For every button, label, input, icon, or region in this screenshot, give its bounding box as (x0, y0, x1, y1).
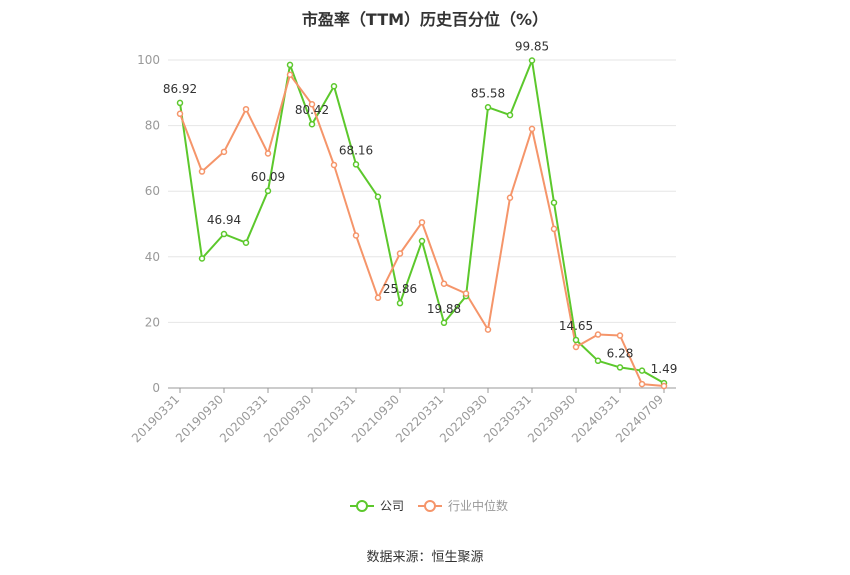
data-point (374, 294, 382, 302)
data-point (264, 187, 272, 195)
x-tick-label: 20240709 (613, 392, 666, 445)
source-note: 数据来源：恒生聚源 (366, 550, 484, 565)
data-point (638, 367, 646, 374)
series-line-1 (179, 73, 665, 387)
data-point (352, 232, 360, 239)
data-point (264, 150, 272, 157)
y-tick-label: 40 (145, 250, 160, 264)
data-label: 99.85 (515, 39, 549, 53)
data-point (198, 255, 206, 262)
data-point (242, 239, 250, 246)
chart-title: 市盈率（TTM）历史百分位（%） (301, 10, 549, 29)
data-point (418, 237, 426, 245)
data-point (638, 380, 646, 388)
data-label: 6.28 (607, 346, 634, 360)
data-point (396, 299, 404, 307)
data-point (330, 161, 338, 169)
data-label: 85.58 (471, 86, 505, 100)
data-point (616, 364, 624, 371)
legend-label: 公司 (380, 499, 404, 513)
data-point (484, 104, 492, 111)
data-point (440, 319, 448, 327)
data-point (308, 101, 316, 108)
data-point (572, 336, 580, 344)
legend[interactable]: 公司 行业中位数 (350, 498, 508, 513)
data-point (440, 280, 448, 287)
data-point (176, 99, 184, 107)
grid-layer (168, 59, 676, 323)
y-tick-label: 60 (145, 184, 160, 198)
data-point (506, 194, 514, 202)
series-layer (176, 57, 668, 390)
data-label: 25.86 (383, 282, 417, 296)
data-point (506, 111, 514, 119)
data-point (594, 357, 602, 365)
data-point (418, 219, 426, 226)
data-label: 14.65 (559, 319, 593, 333)
data-label: 1.49 (651, 362, 678, 376)
label-layer: 86.92 46.94 60.09 80.42 68.16 25.86 19.88 85.58… (163, 39, 678, 376)
y-tick-label: 80 (145, 119, 160, 133)
data-point (242, 105, 250, 113)
data-point (330, 82, 338, 90)
y-tick-label: 0 (152, 381, 160, 395)
data-point (286, 61, 294, 69)
data-label: 60.09 (251, 170, 285, 184)
data-point (550, 225, 558, 233)
data-label: 46.94 (207, 213, 241, 227)
data-point (550, 199, 558, 206)
data-point (374, 193, 382, 201)
data-label: 86.92 (163, 82, 197, 96)
legend-item[interactable]: 公司 (350, 499, 404, 513)
legend-item[interactable]: 行业中位数 (418, 498, 508, 513)
data-point (176, 110, 184, 118)
data-label: 80.42 (295, 103, 329, 117)
data-point (198, 168, 206, 175)
y-tick-label: 100 (137, 53, 160, 67)
data-point (462, 290, 470, 297)
data-point (308, 120, 316, 128)
data-point (616, 332, 624, 339)
data-point (528, 125, 536, 133)
data-point (594, 331, 602, 338)
data-point (220, 148, 228, 156)
data-label: 68.16 (339, 143, 373, 157)
data-point (396, 250, 404, 257)
legend-marker (356, 500, 368, 512)
data-point (220, 230, 228, 238)
data-point (528, 57, 536, 64)
data-point (352, 161, 360, 168)
line-chart: 0204060801002019033120190930202003312020… (129, 39, 678, 513)
data-point (286, 71, 294, 79)
data-label: 19.88 (427, 302, 461, 316)
data-point (572, 343, 580, 351)
y-tick-label: 20 (145, 315, 160, 329)
data-point (484, 326, 492, 333)
legend-marker (424, 500, 436, 512)
legend-label: 行业中位数 (448, 498, 508, 513)
data-point (660, 382, 668, 390)
